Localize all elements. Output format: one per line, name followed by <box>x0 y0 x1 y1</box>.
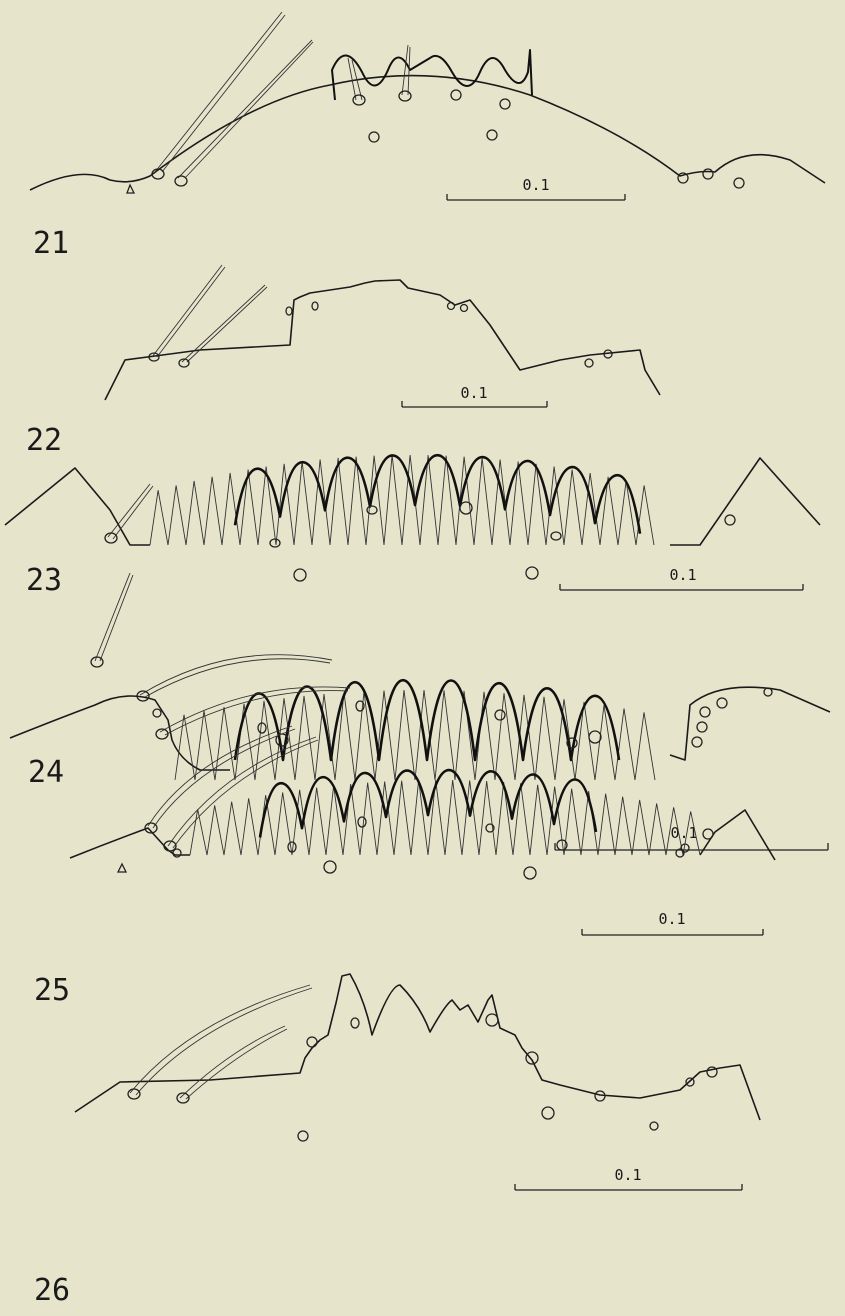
scale-label: 0.1 <box>614 1166 641 1184</box>
figure-number: 23 <box>26 563 62 598</box>
figure-number: 25 <box>34 973 70 1008</box>
scale-label: 0.1 <box>669 566 696 584</box>
figure-number: 21 <box>33 226 69 261</box>
figure-plate: 0.1 21 0.1 22 0.1 23 <box>0 0 845 1316</box>
scale-label: 0.1 <box>522 176 549 194</box>
scale-label: 0.1 <box>658 910 685 928</box>
scale-label: 0.1 <box>460 384 487 402</box>
page: 0.1 21 0.1 22 0.1 23 <box>0 0 845 1316</box>
background <box>0 0 845 1316</box>
figure-number: 22 <box>26 423 62 458</box>
figure-number: 26 <box>34 1273 70 1308</box>
figure-number: 24 <box>28 755 64 790</box>
